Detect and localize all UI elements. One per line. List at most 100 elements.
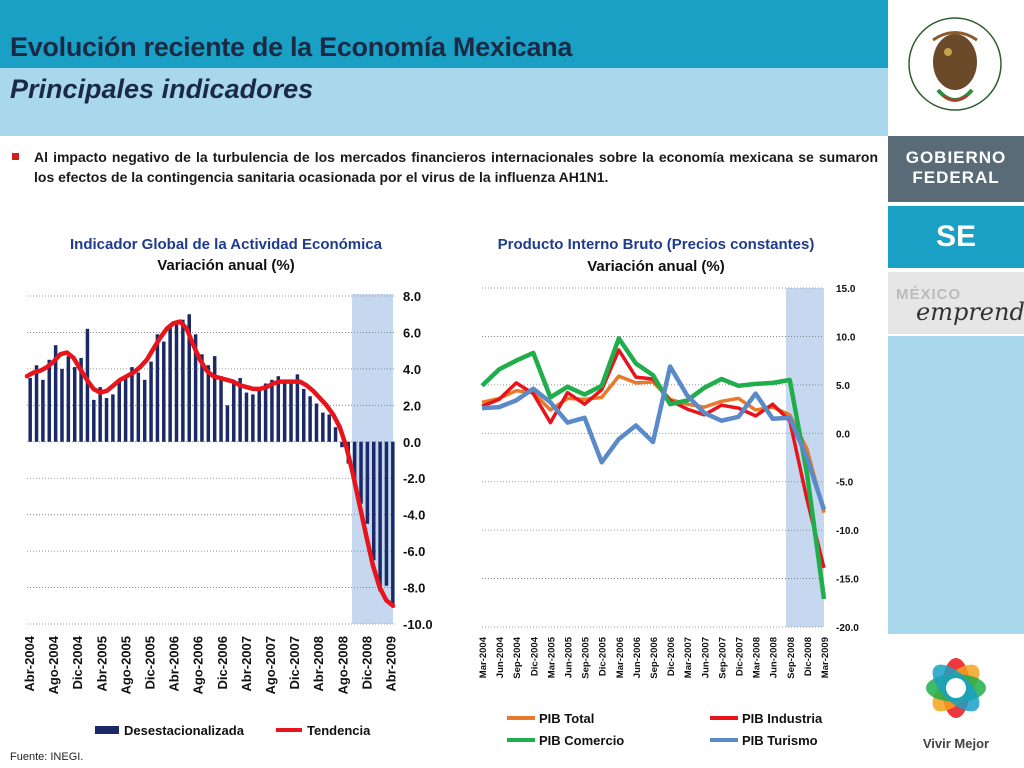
chart1-bar [244,392,249,442]
chart2-xtick-label: Dic-2006 [666,637,677,676]
chart1-bar [111,394,115,442]
chart1-bar [98,387,102,442]
bullet-marker [12,153,19,160]
chart1-trend-line [24,319,396,609]
chart1-bar [251,394,255,442]
chart2-legend-label: PIB Comercio [539,733,624,748]
chart1-bar [162,341,166,442]
chart1-bar [263,383,268,442]
chart2-ytick-label: -20.0 [836,623,859,634]
chart1-bar [155,334,160,442]
chart1-bar [340,441,344,448]
chart1-xtick-label: Abr-2008 [311,636,326,692]
chart1-bar [391,441,395,606]
chart1-xtick-label: Dic-2006 [215,636,230,689]
chart2-ytick-label: 15.0 [836,284,856,295]
page-title: Evolución reciente de la Economía Mexica… [10,32,573,62]
chart1-bar [302,388,306,442]
chart2-ytick-label: 0.0 [836,429,850,440]
chart2-xtick-label: Jun-2005 [564,636,575,678]
chart1-bar [28,378,32,442]
chart1-bar [200,354,204,442]
chart2-ytick-label: -15.0 [836,575,859,586]
chart1-xtick-label: Ago-2007 [263,636,278,695]
chart2-xtick-label: Mar-2006 [615,637,626,678]
chart1-bar [41,379,45,442]
chart1-bar [187,314,191,442]
chart1-ytick-label: -8.0 [403,581,425,596]
chart2-xtick-label: Mar-2009 [820,637,831,678]
chart1-bar [257,387,261,442]
chart2-series-line [481,364,827,511]
chart2-xtick-label: Jun-2007 [700,637,711,678]
chart1-title: Indicador Global de la Actividad Económi… [70,236,383,253]
chart2-xtick-label: Jun-2006 [632,637,643,678]
chart1-xtick-label: Dic-2007 [287,636,302,689]
chart1-bar [365,441,370,524]
chart1-bar [384,441,389,586]
chart2-xtick-label: Sep-2006 [649,637,660,679]
chart1-bar [72,367,77,442]
header-top-band [0,0,888,68]
chart2-ytick-label: -5.0 [836,478,854,489]
chart1-xtick-label: Abr-2009 [384,636,399,692]
chart1-bar [333,427,338,442]
chart2-series-line [480,336,827,600]
chart2-xtick-label: Dic-2004 [529,636,540,676]
chart1-legend-label: Desestacionalizada [124,723,245,738]
chart1-bar [34,365,39,442]
chart2-xtick-label: Mar-2004 [478,636,489,678]
chart1-bar [206,365,211,442]
chart1-bar [225,405,230,442]
chart2-legend-label: PIB Turismo [742,733,818,748]
gobierno-label: GOBIERNO [905,148,1007,167]
chart1-bar [130,367,134,442]
chart1-ytick-label: -10.0 [403,617,433,632]
chart1-bar [327,414,331,442]
chart1-bar [60,368,64,442]
mexico-emprende-logo: MÉXICO emprende [888,272,1024,334]
chart1-bar [123,378,128,442]
chart1-bar [276,376,281,442]
chart2-subtitle: Variación anual (%) [587,258,725,275]
chart1-xtick-label: Ago-2006 [191,636,206,695]
chart1-bar [53,345,58,442]
chart1-bar [270,379,274,442]
emprende-label: emprende [916,298,1024,326]
chart1-xtick-label: Ago-2008 [335,636,350,695]
chart1-bar [352,441,357,484]
chart1-xtick-label: Ago-2005 [118,636,133,695]
chart1-subtitle: Variación anual (%) [157,257,295,274]
chart1-bar [371,441,376,561]
chart1-xtick-label: Abr-2004 [22,635,37,691]
chart1-bar [359,441,363,504]
flower-logo-icon [926,658,986,718]
chart2-xtick-label: Sep-2004 [512,636,523,678]
chart1-legend-label: Tendencia [307,723,371,738]
chart1-bar [212,356,217,442]
federal-label: FEDERAL [912,168,1000,187]
chart1-bar [289,381,293,442]
chart1-bar [314,403,319,442]
chart2-xtick-label: Jun-2004 [495,636,506,678]
chart1-bar [47,359,52,442]
chart1-bar [79,357,83,442]
chart1-bar [295,374,300,442]
sidebar-band [888,336,1024,634]
chart2-ytick-label: 10.0 [836,332,856,343]
chart1-bar [142,379,147,442]
chart1-legend-swatch-bars [95,726,119,734]
chart1-ytick-label: 2.0 [403,398,421,413]
chart1-bar [378,441,382,592]
sidebar: GOBIERNO FEDERAL SE MÉXICO emprende Vivi… [888,0,1024,768]
chart1-bar [85,328,90,442]
chart1-bar [174,323,179,442]
chart1-xtick-label: Dic-2005 [143,636,158,689]
chart1-bar [219,376,223,442]
vivir-mejor-logo: Vivir Mejor [888,636,1024,768]
chart1-ytick-label: 4.0 [403,362,421,377]
chart2-xtick-label: Sep-2005 [581,636,592,678]
chart2-xtick-label: Dic-2005 [598,636,609,676]
gobierno-federal-logo: GOBIERNO FEDERAL [888,136,1024,202]
chart1-bar [282,379,287,442]
